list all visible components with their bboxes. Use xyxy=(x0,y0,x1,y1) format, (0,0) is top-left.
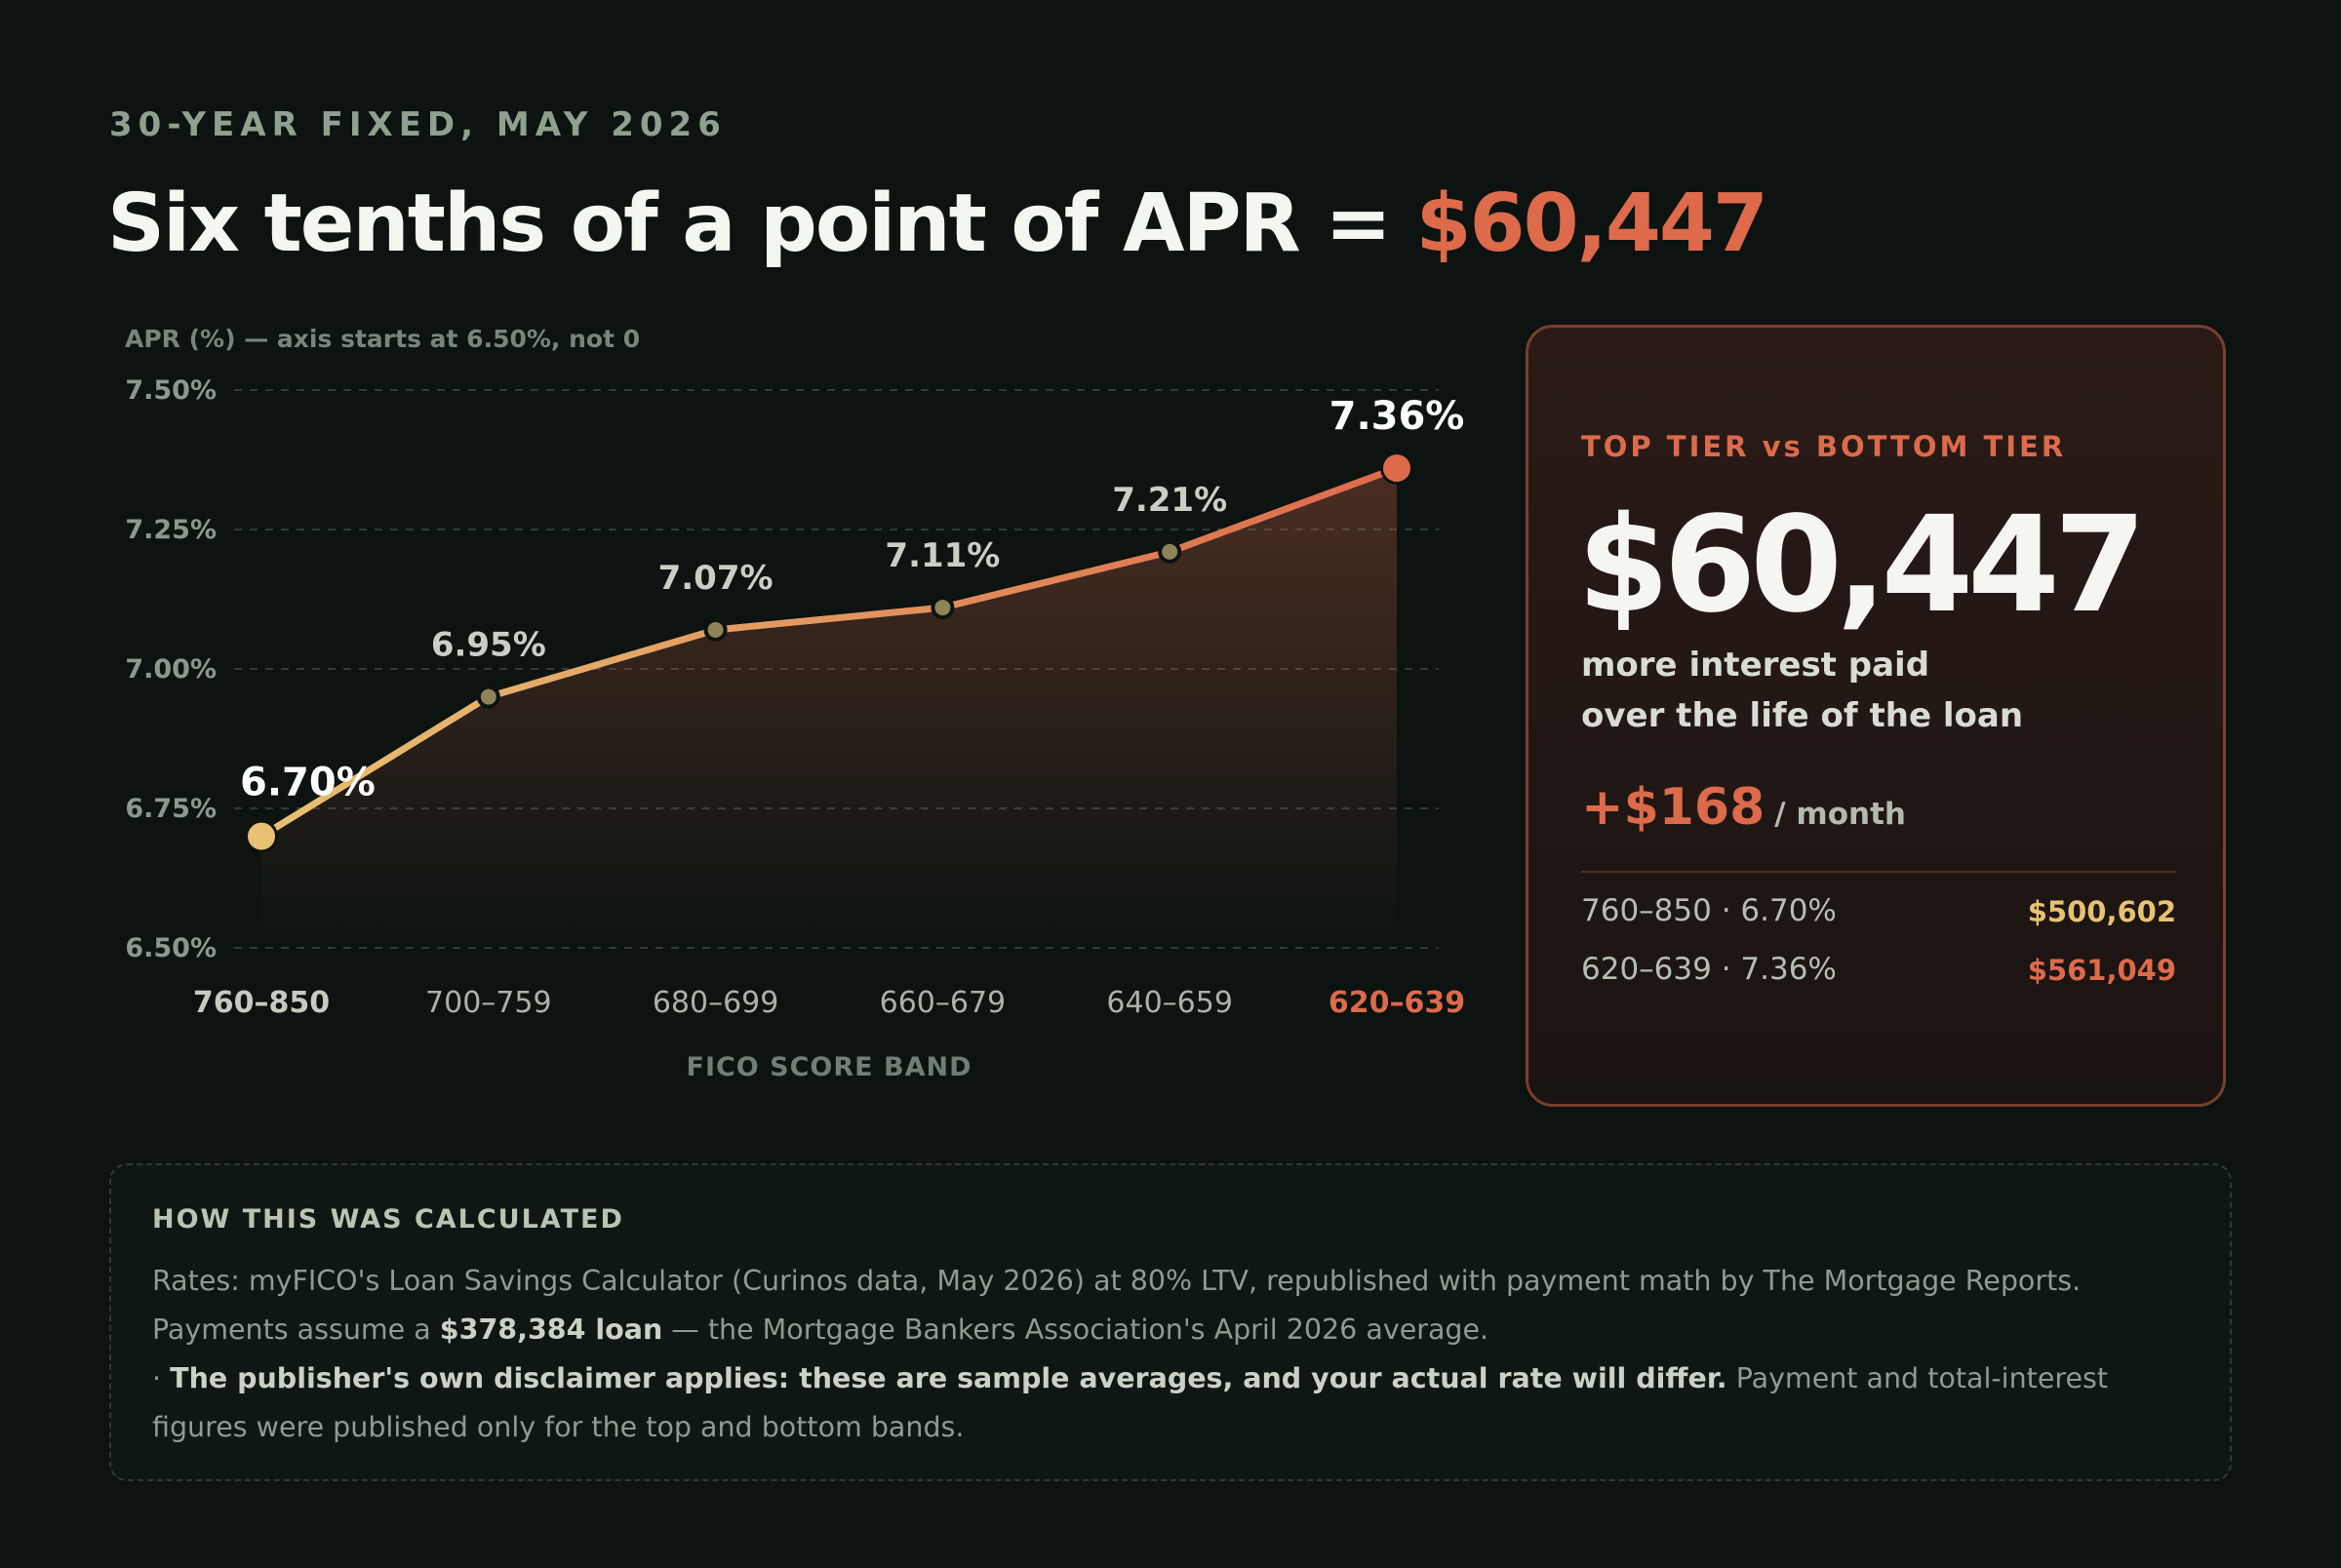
y-tick-label: 6.75% xyxy=(125,794,217,824)
area-fill xyxy=(261,468,1397,948)
data-label: 6.95% xyxy=(431,626,546,665)
x-axis-ticks: 760–850 700–759 680–699 660–679 640–659 620–6… xyxy=(193,986,1465,1020)
headline-text: Six tenths of a point of APR = xyxy=(107,177,1416,270)
data-label: 7.11% xyxy=(885,536,1000,575)
methodology-text: Rates: myFICO's Loan Savings Calculator … xyxy=(152,1265,2082,1346)
series-line xyxy=(258,464,1401,841)
headline-accent: $60,447 xyxy=(1415,177,1768,270)
card-big-figure: $60,447 xyxy=(1577,489,2146,643)
data-label: 7.07% xyxy=(658,559,774,598)
tier-label: 620–639 · 7.36% xyxy=(1581,952,1837,987)
tier-label: 760–850 · 6.70% xyxy=(1581,893,1837,928)
tier-row: 760–850 · 6.70% $500,602 xyxy=(1581,893,2176,936)
data-label: 7.36% xyxy=(1329,394,1465,439)
data-point xyxy=(476,685,500,709)
card-subtitle: more interest paid over the life of the … xyxy=(1581,640,2166,741)
methodology-bullet: · xyxy=(152,1362,171,1394)
data-label: 6.70% xyxy=(240,761,376,805)
data-label: 7.21% xyxy=(1112,481,1227,520)
methodology-box: HOW THIS WAS CALCULATED Rates: myFICO's … xyxy=(109,1163,2232,1481)
tier-total-value: $561,049 xyxy=(2027,954,2176,987)
loan-amount: $378,384 loan xyxy=(439,1313,663,1346)
apr-line-chart: APR (%) — axis starts at 6.50%, not 0 6.… xyxy=(125,325,1465,1082)
x-tick-label: 660–679 xyxy=(880,986,1007,1020)
axis-note: APR (%) — axis starts at 6.50%, not 0 xyxy=(125,325,640,353)
data-point-endpoint xyxy=(1383,454,1410,483)
tier-row: 620–639 · 7.36% $561,049 xyxy=(1581,952,2176,995)
x-tick-label: 760–850 xyxy=(193,986,330,1020)
x-tick-label: 680–699 xyxy=(653,986,779,1020)
x-tick-label: 640–659 xyxy=(1106,986,1233,1020)
y-axis-ticks: 6.50% 6.75% 7.00% 7.25% 7.50% xyxy=(125,375,217,963)
methodology-paragraph-1: Rates: myFICO's Loan Savings Calculator … xyxy=(152,1257,2181,1354)
data-point-endpoint xyxy=(248,822,275,850)
card-subtitle-line1: more interest paid xyxy=(1581,646,1930,685)
methodology-text: Payment and total-interest figures were … xyxy=(152,1362,2108,1443)
comparison-card: TOP TIER vs BOTTOM TIER $60,447 more int… xyxy=(1526,325,2226,1107)
monthly-difference: +$168/ month xyxy=(1581,778,1906,837)
card-divider xyxy=(1581,871,2176,873)
disclaimer: The publisher's own disclaimer applies: … xyxy=(170,1362,1727,1394)
y-tick-label: 7.25% xyxy=(125,515,217,545)
methodology-body: Rates: myFICO's Loan Savings Calculator … xyxy=(152,1257,2181,1452)
card-kicker: TOP TIER vs BOTTOM TIER xyxy=(1581,430,2067,463)
tier-total-value: $500,602 xyxy=(2027,895,2176,928)
data-points xyxy=(245,451,1413,853)
card-subtitle-line2: over the life of the loan xyxy=(1581,696,2024,735)
data-point xyxy=(703,617,728,642)
data-point xyxy=(931,596,955,620)
methodology-text: — the Mortgage Bankers Association's Apr… xyxy=(662,1313,1489,1346)
data-labels: 6.70% 6.95% 7.07% 7.11% 7.21% 7.36% xyxy=(240,394,1464,805)
data-point xyxy=(1158,539,1182,564)
methodology-heading: HOW THIS WAS CALCULATED xyxy=(152,1204,624,1235)
y-tick-label: 7.00% xyxy=(125,654,217,685)
y-tick-label: 7.50% xyxy=(125,375,217,406)
page-title: Six tenths of a point of APR = $60,447 xyxy=(107,177,1768,270)
monthly-amount: +$168 xyxy=(1581,778,1766,837)
x-tick-label: 620–639 xyxy=(1329,986,1465,1020)
methodology-paragraph-2: · The publisher's own disclaimer applies… xyxy=(152,1354,2181,1452)
y-tick-label: 6.50% xyxy=(125,933,217,963)
x-tick-label: 700–759 xyxy=(425,986,552,1020)
eyebrow-label: 30-YEAR FIXED, MAY 2026 xyxy=(109,105,727,144)
monthly-unit: / month xyxy=(1774,797,1906,832)
x-axis-label: FICO SCORE BAND xyxy=(687,1052,972,1082)
